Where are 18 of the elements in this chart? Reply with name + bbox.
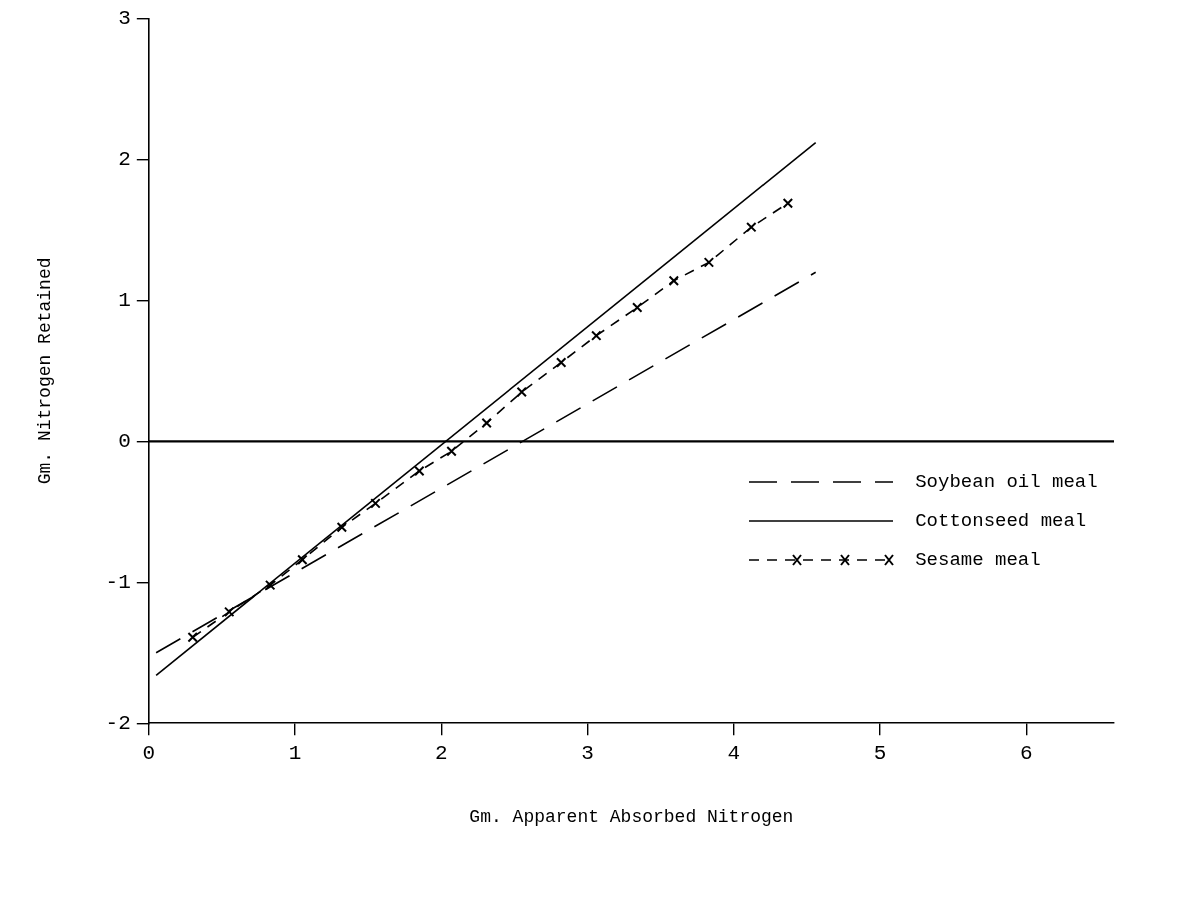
x-tick-label: 6 xyxy=(1019,742,1033,766)
x-tick-label: 5 xyxy=(873,742,887,766)
y-tick-label: 1 xyxy=(118,289,131,312)
y-axis-title: Gm. Nitrogen Retained xyxy=(34,257,55,485)
x-tick-label: 3 xyxy=(581,742,594,766)
y-tick-label: -1 xyxy=(105,570,131,594)
x-tick-label: 1 xyxy=(288,742,302,766)
x-axis-title: Gm. Apparent Absorbed Nitrogen xyxy=(469,806,794,827)
y-tick-label: -2 xyxy=(105,711,131,735)
text: Soybean oil meal xyxy=(915,470,1098,493)
x-tick-label: 2 xyxy=(434,742,448,766)
y-tick-label: 0 xyxy=(118,429,131,453)
x-tick-label: 4 xyxy=(727,742,741,766)
y-tick-label: 3 xyxy=(118,7,131,31)
x-tick-label: 0 xyxy=(142,742,156,766)
y-tick-label: 2 xyxy=(118,148,131,172)
text: Cottonseed meal xyxy=(915,509,1087,532)
legend-label: Sesame meal xyxy=(915,548,1041,571)
